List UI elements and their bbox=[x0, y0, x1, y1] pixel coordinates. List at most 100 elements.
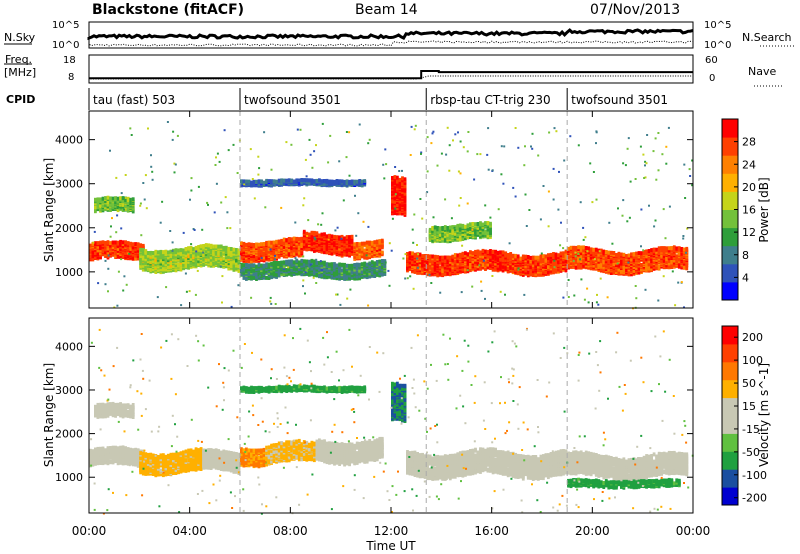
scatter-cell bbox=[192, 247, 195, 252]
scatter-cell bbox=[194, 259, 198, 264]
scatter-cell bbox=[441, 267, 445, 272]
scatter-cell bbox=[559, 251, 563, 256]
scatter-cell bbox=[579, 245, 583, 250]
scatter-cell bbox=[209, 261, 213, 266]
scatter-cell bbox=[358, 262, 362, 267]
scatter-cell bbox=[305, 247, 309, 252]
scatter-cell bbox=[340, 268, 344, 273]
scatter-cell bbox=[272, 260, 276, 265]
scatter-cell bbox=[335, 263, 339, 268]
scatter-cell bbox=[436, 226, 440, 230]
scatter-cell bbox=[245, 263, 248, 267]
scatter-cell bbox=[662, 248, 666, 253]
power-data bbox=[89, 121, 694, 310]
scatter-cell bbox=[672, 245, 676, 250]
scatter-cell bbox=[657, 264, 661, 269]
scatter-cell bbox=[416, 266, 419, 271]
scatter-cell bbox=[101, 240, 105, 245]
scatter-cell bbox=[436, 255, 440, 260]
scatter-cell bbox=[184, 262, 188, 267]
scatter-cell bbox=[401, 176, 404, 181]
scatter-cell bbox=[443, 259, 447, 264]
scatter-cell bbox=[531, 255, 535, 260]
scatter-cell bbox=[622, 264, 626, 269]
scatter-cell bbox=[300, 258, 304, 263]
scatter-cell bbox=[240, 262, 243, 267]
scatter-cell bbox=[146, 251, 150, 255]
scatter-cell bbox=[99, 245, 102, 250]
scatter-cell bbox=[479, 253, 482, 258]
scatter-cell bbox=[262, 246, 266, 251]
scatter-cell bbox=[99, 240, 102, 245]
date-title: 07/Nov/2013 bbox=[590, 2, 680, 18]
scatter-cell bbox=[199, 251, 203, 256]
scatter-cell bbox=[675, 246, 679, 251]
scatter-cell bbox=[360, 262, 364, 267]
scatter-cell bbox=[453, 253, 457, 258]
scatter-cell bbox=[315, 260, 319, 265]
scatter-cell bbox=[524, 263, 528, 268]
scatter-cell bbox=[464, 269, 467, 274]
scatter-cell bbox=[428, 261, 432, 266]
scatter-cell bbox=[355, 270, 359, 275]
scatter-cell bbox=[89, 243, 92, 248]
scatter-cell bbox=[136, 256, 140, 261]
scatter-cell bbox=[391, 201, 394, 206]
scatter-cell bbox=[589, 247, 593, 252]
scatter-cell bbox=[202, 244, 206, 249]
scatter-cell bbox=[287, 259, 291, 264]
scatter-cell bbox=[302, 236, 306, 241]
scatter-cell bbox=[255, 255, 258, 260]
scatter-cell bbox=[564, 259, 568, 264]
scatter-cell bbox=[499, 261, 502, 266]
scatter-cell bbox=[252, 250, 256, 255]
scatter-cell bbox=[670, 259, 674, 264]
scatter-cell bbox=[260, 242, 263, 247]
scatter-cell bbox=[129, 241, 133, 246]
scatter-cell bbox=[250, 263, 253, 268]
scatter-cell bbox=[300, 269, 304, 274]
scatter-cell bbox=[602, 265, 606, 270]
scatter-cell bbox=[494, 256, 497, 261]
scatter-cell bbox=[421, 259, 424, 264]
scatter-cell bbox=[458, 223, 462, 228]
scatter-cell bbox=[194, 245, 198, 250]
scatter-cell bbox=[139, 247, 143, 252]
scatter-cell bbox=[685, 246, 689, 251]
scatter-cell bbox=[466, 223, 470, 228]
scatter-cell bbox=[227, 246, 231, 251]
scatter-cell bbox=[338, 243, 341, 248]
scatter-cell bbox=[126, 196, 130, 201]
scatter-cell bbox=[612, 270, 616, 275]
scatter-cell bbox=[149, 267, 153, 271]
scatter-cell bbox=[169, 249, 173, 254]
scatter-cell bbox=[141, 248, 145, 252]
scatter-cell bbox=[650, 264, 653, 269]
scatter-cell bbox=[235, 250, 238, 255]
scatter-cell bbox=[632, 258, 636, 263]
scatter-cell bbox=[675, 254, 679, 259]
scatter-cell bbox=[418, 252, 422, 257]
scatter-cell bbox=[265, 262, 268, 267]
scatter-cell bbox=[458, 252, 462, 257]
scatter-cell bbox=[335, 274, 339, 278]
scatter-cell bbox=[292, 264, 296, 269]
scatter-cell bbox=[179, 251, 183, 255]
scatter-cell bbox=[167, 250, 170, 255]
scatter-cell bbox=[406, 266, 409, 271]
scatter-cell bbox=[403, 191, 407, 196]
scatter-cell bbox=[383, 271, 387, 276]
scatter-cell bbox=[484, 249, 487, 254]
scatter-cell bbox=[156, 250, 160, 255]
scatter-cell bbox=[144, 249, 148, 254]
scatter-cell bbox=[310, 235, 314, 240]
scatter-cell bbox=[237, 251, 241, 256]
freq-panel: Freq. [MHz] 18 8 60 0 Nave bbox=[4, 53, 784, 87]
scatter-cell bbox=[529, 271, 533, 276]
scatter-cell bbox=[370, 260, 374, 265]
scatter-cell bbox=[292, 251, 296, 256]
scatter-cell bbox=[481, 263, 485, 268]
scatter-cell bbox=[325, 262, 329, 267]
scatter-cell bbox=[451, 254, 455, 259]
scatter-cell bbox=[582, 260, 586, 265]
